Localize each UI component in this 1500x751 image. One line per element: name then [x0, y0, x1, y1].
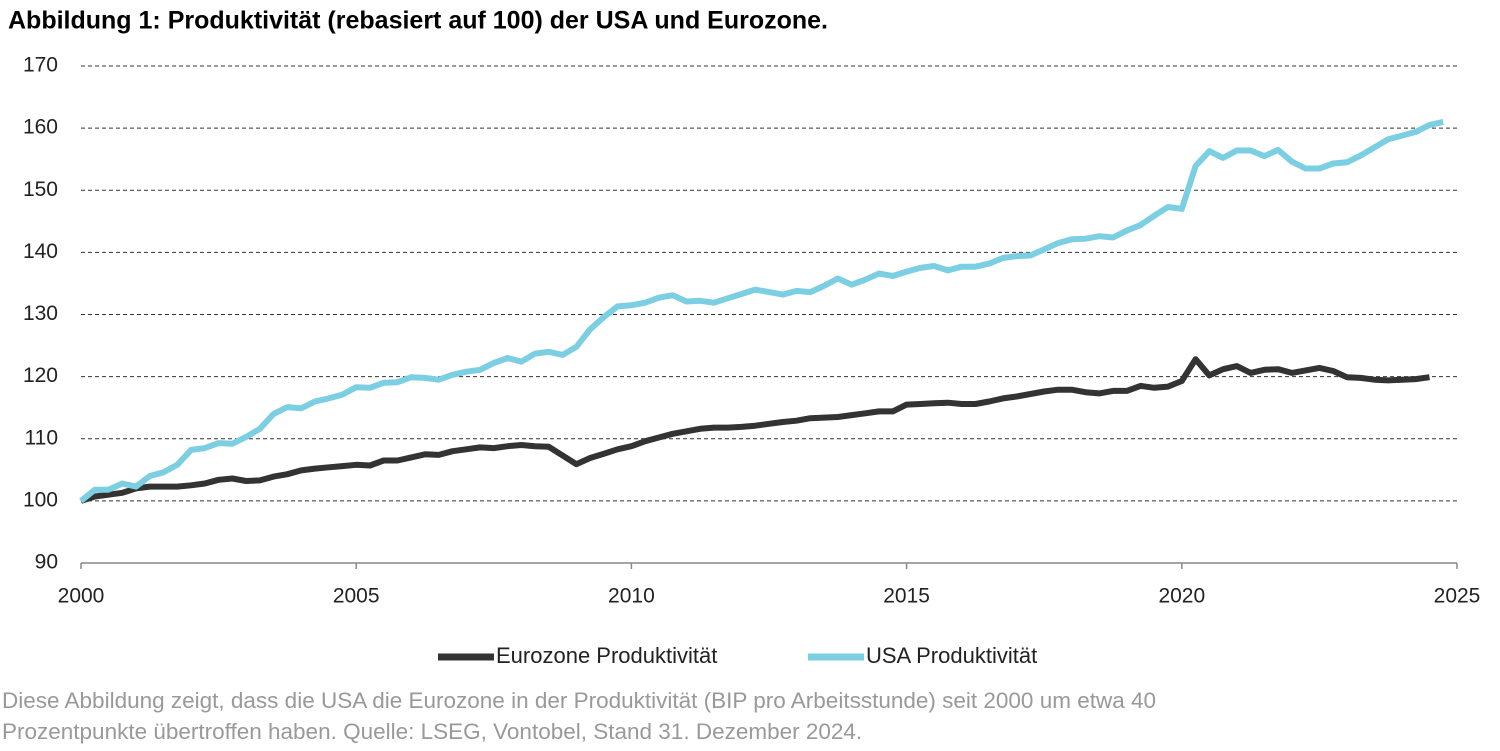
chart: Abbildung 1: Produktivität (rebasiert au…: [8, 7, 1481, 668]
x-tick-label: 2000: [58, 585, 105, 608]
x-tick-label: 2020: [1158, 585, 1205, 608]
x-tick-label: 2005: [333, 585, 380, 608]
y-tick-label: 130: [23, 302, 58, 325]
caption: Prozentpunkte übertroffen haben. Quelle:…: [2, 719, 863, 744]
x-tick-label: 2025: [1434, 585, 1481, 608]
y-tick-label: 110: [25, 426, 58, 449]
x-tick-label: 2015: [883, 585, 930, 608]
y-tick-label: 140: [23, 240, 58, 263]
series-line: [80, 356, 1430, 504]
y-tick-label: 150: [23, 178, 58, 201]
legend-label: Eurozone Produktivität: [496, 643, 717, 668]
chart-title: Abbildung 1: Produktivität (rebasiert au…: [8, 7, 828, 35]
y-tick-label: 90: [35, 551, 58, 574]
x-tick-label: 2010: [608, 585, 655, 608]
caption: Diese Abbildung zeigt, dass die USA die …: [2, 688, 1157, 713]
y-tick-label: 170: [23, 54, 58, 77]
series-line: [79, 118, 1444, 504]
y-tick-label: 120: [23, 364, 58, 387]
y-tick-label: 100: [23, 488, 58, 511]
legend-label: USA Produktivität: [866, 643, 1037, 668]
y-tick-label: 160: [23, 116, 58, 139]
